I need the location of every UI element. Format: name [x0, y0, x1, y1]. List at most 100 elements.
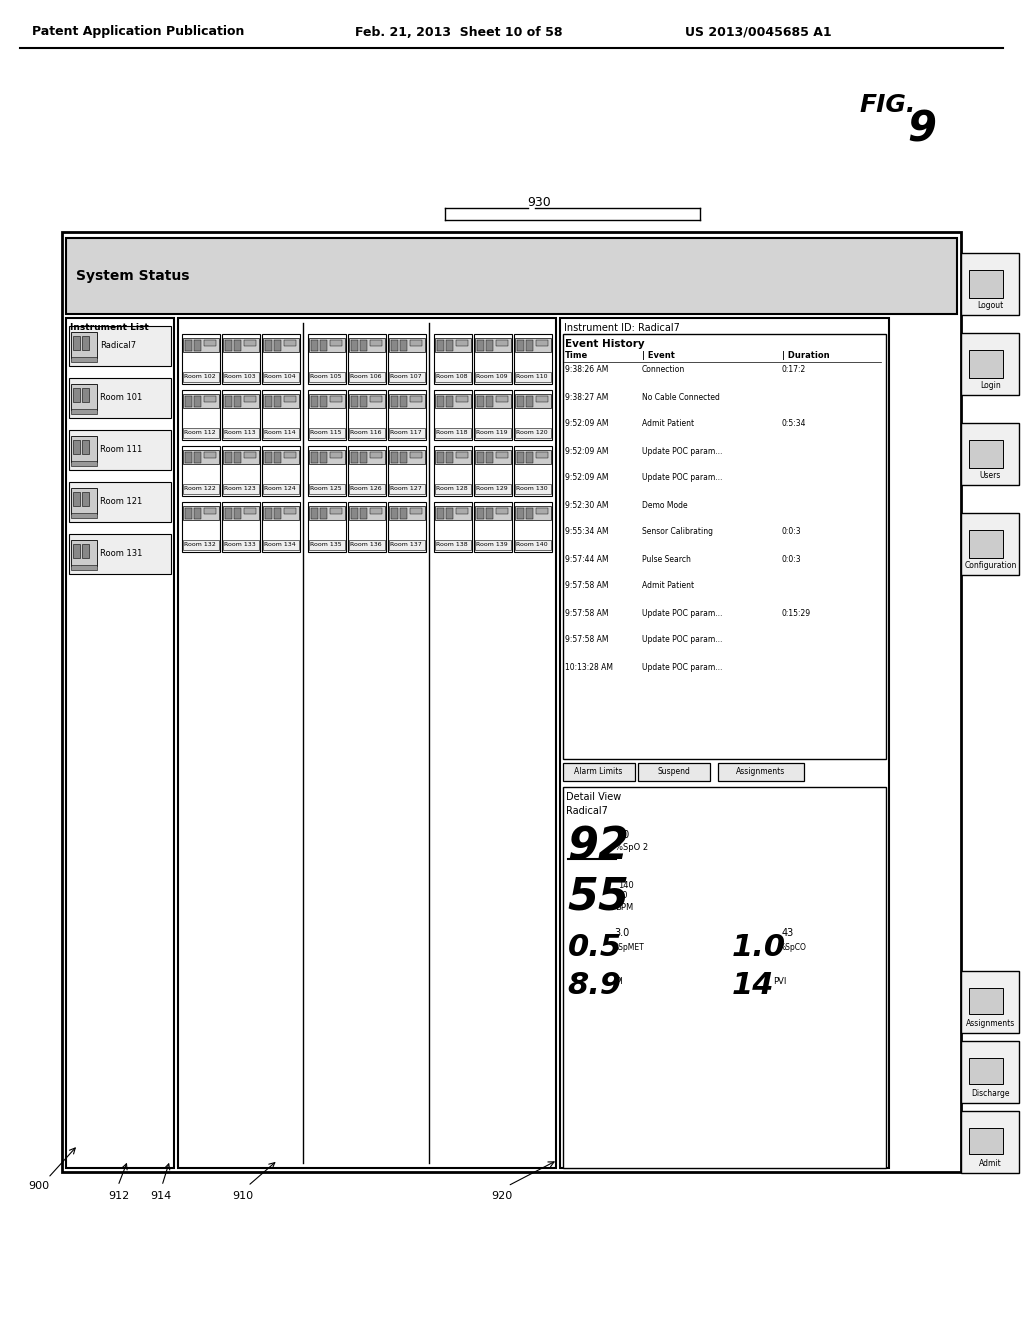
Text: 914: 914 [150, 1191, 171, 1201]
Bar [359, 396, 367, 407]
Bar [223, 450, 259, 465]
Bar [69, 326, 171, 366]
Text: No Cable Connected: No Cable Connected [642, 392, 720, 401]
Text: Room 126: Room 126 [350, 487, 381, 491]
Bar [388, 389, 426, 440]
Bar [434, 389, 472, 440]
Bar [370, 451, 382, 458]
Text: 0:5:34: 0:5:34 [781, 420, 806, 429]
Bar [233, 508, 241, 519]
Text: 920: 920 [492, 1191, 513, 1201]
Bar [349, 393, 385, 408]
Bar [962, 1111, 1019, 1173]
Text: Event History: Event History [564, 339, 644, 348]
Bar [284, 451, 296, 458]
Bar [309, 428, 345, 438]
Bar [262, 502, 300, 552]
Text: Room 127: Room 127 [390, 487, 422, 491]
Text: Room 136: Room 136 [350, 543, 381, 548]
Bar [185, 396, 191, 407]
Bar [71, 565, 97, 570]
Bar [474, 446, 512, 496]
Text: Room 132: Room 132 [184, 543, 216, 548]
Bar [273, 396, 281, 407]
Bar [970, 987, 1004, 1014]
Text: Pulse Search: Pulse Search [642, 554, 690, 564]
Text: Room 118: Room 118 [436, 430, 467, 436]
Bar [349, 540, 385, 550]
Bar [477, 396, 483, 407]
Bar [514, 334, 552, 384]
Bar [456, 341, 468, 346]
Bar [477, 341, 483, 351]
Bar [962, 422, 1019, 484]
Text: Radical7: Radical7 [565, 807, 607, 816]
Text: Admit Patient: Admit Patient [642, 582, 693, 590]
Bar [73, 388, 80, 403]
Text: 9:52:09 AM: 9:52:09 AM [564, 474, 608, 483]
Bar [183, 506, 219, 520]
Bar [71, 333, 97, 358]
Text: Room 119: Room 119 [476, 430, 507, 436]
Bar [474, 334, 512, 384]
Text: Room 106: Room 106 [350, 375, 381, 380]
Text: Room 124: Room 124 [264, 487, 296, 491]
Bar [359, 341, 367, 351]
Bar [183, 484, 219, 494]
Bar [225, 341, 231, 351]
Bar [348, 334, 386, 384]
Text: 9:57:58 AM: 9:57:58 AM [564, 609, 608, 618]
Text: Admit Patient: Admit Patient [642, 420, 693, 429]
Bar [391, 341, 397, 351]
Bar [515, 450, 551, 465]
Text: %SpMET: %SpMET [611, 942, 644, 952]
Text: %SpO 2: %SpO 2 [614, 842, 648, 851]
Bar [562, 334, 887, 759]
Bar [437, 396, 443, 407]
Bar [183, 338, 219, 352]
Bar [410, 341, 422, 346]
Bar [562, 787, 887, 1168]
Text: Room 104: Room 104 [264, 375, 296, 380]
Bar [970, 271, 1004, 298]
Bar [66, 318, 174, 1168]
Text: Room 128: Room 128 [436, 487, 467, 491]
Bar [348, 389, 386, 440]
Text: Room 131: Room 131 [100, 549, 142, 558]
Bar [263, 372, 299, 381]
Bar [308, 502, 346, 552]
Text: 1.0: 1.0 [731, 932, 785, 961]
Bar [183, 393, 219, 408]
Bar [308, 389, 346, 440]
Bar [370, 341, 382, 346]
Bar [410, 396, 422, 403]
Bar [262, 389, 300, 440]
Text: Room 138: Room 138 [436, 543, 467, 548]
Text: 92: 92 [567, 825, 630, 869]
Bar [638, 763, 710, 781]
Bar [435, 450, 471, 465]
Bar [222, 502, 260, 552]
Bar [309, 338, 345, 352]
Bar [515, 428, 551, 438]
Bar [222, 334, 260, 384]
Bar [265, 341, 271, 351]
Text: Room 135: Room 135 [310, 543, 341, 548]
Bar [389, 450, 425, 465]
Bar [263, 393, 299, 408]
Bar [330, 341, 342, 346]
Bar [319, 396, 327, 407]
Bar [970, 531, 1004, 558]
Text: 3.0: 3.0 [614, 928, 630, 939]
Bar [388, 334, 426, 384]
Bar [560, 318, 890, 1168]
Bar [434, 502, 472, 552]
Text: Connection: Connection [642, 366, 685, 375]
Text: Room 133: Room 133 [224, 543, 256, 548]
Bar [244, 508, 256, 513]
Text: Demo Mode: Demo Mode [642, 500, 687, 510]
Bar [311, 341, 317, 351]
Text: BPM: BPM [614, 903, 633, 912]
Bar [319, 508, 327, 519]
Bar [311, 451, 317, 463]
